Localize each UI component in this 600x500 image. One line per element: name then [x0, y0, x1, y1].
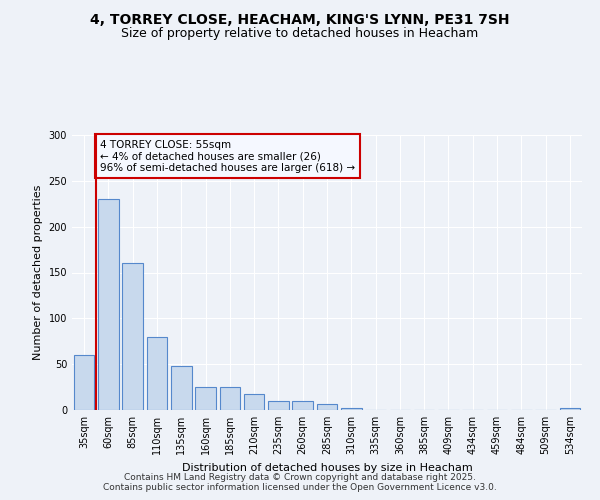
Bar	[317, 404, 337, 410]
Y-axis label: Number of detached properties: Number of detached properties	[33, 185, 43, 360]
Text: Size of property relative to detached houses in Heacham: Size of property relative to detached ho…	[121, 28, 479, 40]
Bar	[122, 264, 143, 410]
Text: Contains HM Land Registry data © Crown copyright and database right 2025.
Contai: Contains HM Land Registry data © Crown c…	[103, 473, 497, 492]
Bar	[341, 408, 362, 410]
Bar	[171, 366, 191, 410]
Bar	[244, 394, 265, 410]
Bar	[220, 387, 240, 410]
Bar	[560, 408, 580, 410]
Bar	[98, 199, 119, 410]
Bar	[292, 401, 313, 410]
X-axis label: Distribution of detached houses by size in Heacham: Distribution of detached houses by size …	[182, 462, 472, 472]
Bar	[74, 355, 94, 410]
Text: 4 TORREY CLOSE: 55sqm
← 4% of detached houses are smaller (26)
96% of semi-detac: 4 TORREY CLOSE: 55sqm ← 4% of detached h…	[100, 140, 355, 173]
Text: 4, TORREY CLOSE, HEACHAM, KING'S LYNN, PE31 7SH: 4, TORREY CLOSE, HEACHAM, KING'S LYNN, P…	[90, 12, 510, 26]
Bar	[195, 387, 216, 410]
Bar	[146, 336, 167, 410]
Bar	[268, 401, 289, 410]
